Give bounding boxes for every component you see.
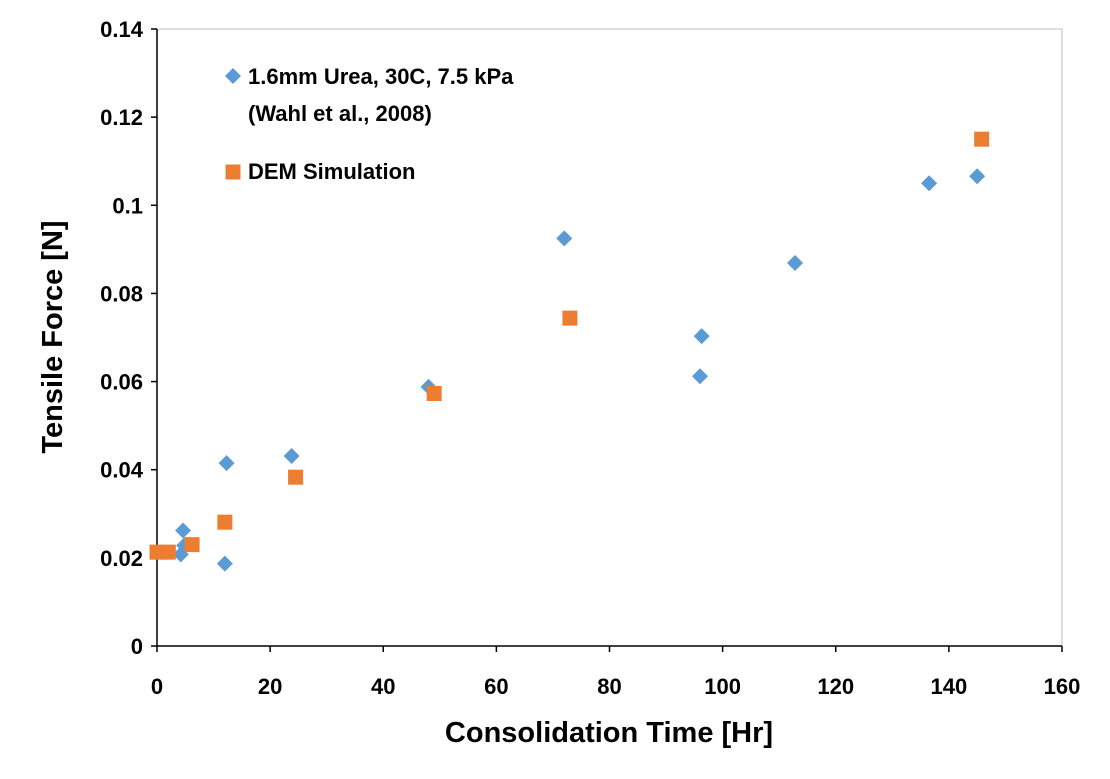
x-tick-label: 80	[597, 674, 621, 699]
data-points	[149, 131, 990, 572]
y-axis-ticks: 0 0.02 0.04 0.06 0.08 0.1 0.12 0.14	[100, 17, 157, 659]
x-axis-ticks: 0 20 40 60 80 100 120 140 160	[151, 646, 1080, 699]
x-tick-label: 20	[258, 674, 282, 699]
data-point-square	[974, 131, 990, 147]
data-point-diamond	[787, 255, 804, 272]
legend-label-series-2: DEM Simulation	[248, 159, 415, 184]
legend-label-series-1: 1.6mm Urea, 30C, 7.5 kPa	[248, 64, 514, 89]
data-point-square	[184, 537, 200, 553]
data-point-diamond	[969, 168, 986, 185]
y-axis-title: Tensile Force [N]	[37, 220, 69, 453]
data-point-square	[217, 514, 233, 530]
x-axis-title: Consolidation Time [Hr]	[445, 717, 773, 749]
y-tick-label: 0.06	[100, 370, 143, 395]
x-tick-label: 60	[484, 674, 508, 699]
y-tick-label: 0.12	[100, 105, 143, 130]
data-point-diamond	[216, 555, 233, 572]
data-point-diamond	[283, 448, 300, 465]
data-point-diamond	[175, 522, 192, 539]
y-tick-label: 0.08	[100, 281, 143, 306]
data-point-diamond	[692, 368, 708, 385]
y-tick-label: 0.04	[100, 458, 144, 483]
data-point-square	[426, 385, 442, 401]
x-tick-label: 120	[817, 674, 854, 699]
data-point-square	[562, 310, 578, 326]
x-tick-label: 100	[704, 674, 741, 699]
y-tick-label: 0.02	[100, 546, 143, 571]
x-tick-label: 140	[931, 674, 968, 699]
legend: 1.6mm Urea, 30C, 7.5 kPa (Wahl et al., 2…	[225, 64, 514, 184]
y-tick-label: 0	[131, 634, 143, 659]
legend-label-series-1-line2: (Wahl et al., 2008)	[248, 101, 432, 126]
y-tick-label: 0.1	[112, 193, 143, 218]
legend-marker-diamond	[225, 68, 241, 84]
data-point-diamond	[218, 455, 235, 472]
x-tick-label: 160	[1044, 674, 1081, 699]
y-tick-label: 0.14	[100, 17, 144, 42]
legend-marker-square	[225, 164, 241, 180]
x-tick-label: 0	[151, 674, 163, 699]
data-point-diamond	[921, 175, 938, 192]
data-point-square	[160, 544, 176, 560]
data-point-diamond	[693, 328, 710, 345]
data-point-diamond	[556, 230, 573, 247]
x-tick-label: 40	[371, 674, 395, 699]
data-point-square	[288, 469, 304, 485]
data-point-square	[149, 544, 165, 560]
